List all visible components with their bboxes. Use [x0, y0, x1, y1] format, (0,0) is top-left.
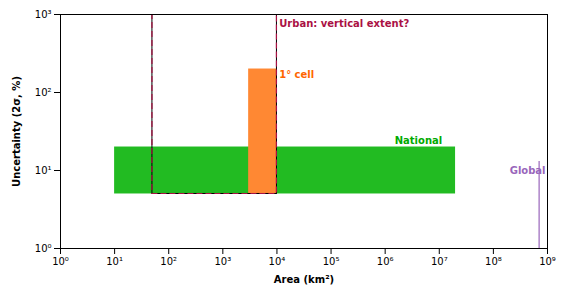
svg-text:Global: Global	[510, 165, 546, 176]
svg-text:National: National	[395, 135, 443, 146]
svg-text:1° cell: 1° cell	[279, 69, 314, 80]
svg-text:Urban: vertical extent?: Urban: vertical extent?	[279, 18, 409, 29]
svg-text:10⁰: 10⁰	[52, 256, 69, 267]
svg-text:10¹: 10¹	[106, 256, 123, 267]
svg-text:Uncertainty (2σ, %): Uncertainty (2σ, %)	[11, 76, 22, 187]
svg-text:Area (km²): Area (km²)	[274, 274, 334, 285]
svg-text:10⁴: 10⁴	[269, 256, 286, 267]
svg-text:10²: 10²	[35, 87, 52, 98]
svg-text:10⁶: 10⁶	[377, 256, 394, 267]
svg-text:10⁸: 10⁸	[485, 256, 502, 267]
svg-text:10⁹: 10⁹	[539, 256, 556, 267]
svg-text:10³: 10³	[214, 256, 231, 267]
svg-text:10³: 10³	[35, 9, 52, 20]
svg-text:10¹: 10¹	[35, 165, 52, 176]
svg-text:10⁷: 10⁷	[431, 256, 448, 267]
svg-text:10⁰: 10⁰	[35, 243, 52, 254]
svg-text:10⁵: 10⁵	[323, 256, 340, 267]
svg-text:10²: 10²	[160, 256, 177, 267]
